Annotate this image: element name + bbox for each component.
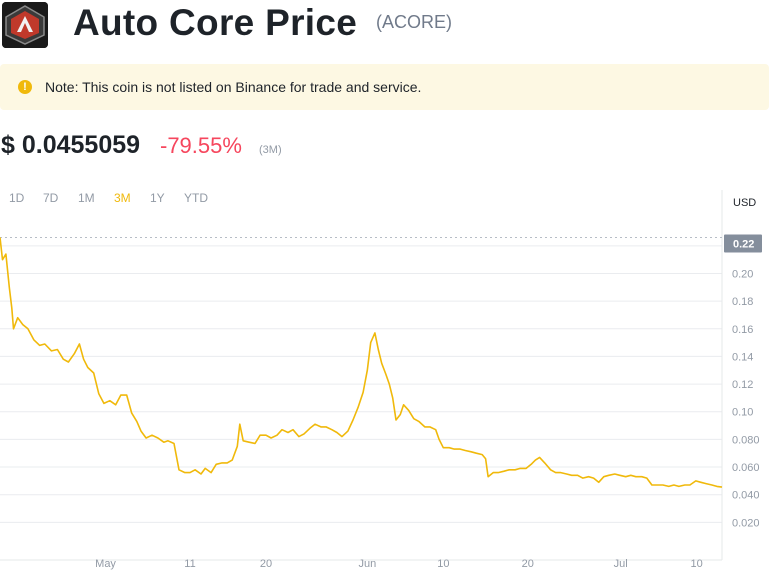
y-tick-label: 0.040 [732, 490, 760, 502]
y-tick-label: 0.16 [732, 324, 753, 336]
page-title: Auto Core Price [73, 2, 358, 43]
header: Auto Core Price (ACORE) [0, 0, 783, 50]
tab-1m[interactable]: 1M [78, 191, 95, 205]
x-tick-label: May [95, 558, 116, 570]
tab-1y[interactable]: 1Y [150, 191, 165, 205]
axis-layer: 0.020 0.040 0.060 0.080 0.10 0.12 0.14 0.16 0.18… [0, 190, 762, 570]
y-tick-label: 0.14 [732, 351, 753, 363]
grid-layer [0, 245, 722, 523]
y-tick-label: 0.18 [732, 296, 753, 308]
x-tick-label: 11 [184, 558, 195, 570]
y-tick-label: 0.020 [732, 517, 760, 529]
current-price: $ 0.0455059 [1, 131, 141, 159]
tab-7d[interactable]: 7D [43, 191, 59, 205]
note-banner: ! Note: This coin is not listed on Binan… [0, 64, 769, 110]
current-value-badge [724, 234, 762, 253]
exclamation-icon: ! [18, 80, 32, 94]
coin-ticker: (ACORE) [376, 12, 452, 32]
price-change: -79.55% [160, 133, 242, 158]
y-tick-label: 0.060 [732, 462, 760, 474]
coin-logo-icon [2, 2, 48, 48]
x-tick-label: 20 [522, 558, 534, 570]
x-tick-label: 10 [691, 558, 703, 570]
y-tick-label: 0.20 [732, 268, 753, 280]
note-text: Note: This coin is not listed on Binance… [45, 79, 422, 95]
price-line [0, 237, 723, 488]
current-value-label: 0.22 [733, 239, 754, 251]
tab-ytd[interactable]: YTD [184, 191, 208, 205]
x-tick-label: Jun [358, 558, 376, 570]
price-chart-svg: 0.020 0.040 0.060 0.080 0.10 0.12 0.14 0.16 0.18… [0, 190, 762, 570]
tab-3m[interactable]: 3M [114, 191, 131, 205]
line-layer [0, 237, 723, 488]
price-chart[interactable]: 0.020 0.040 0.060 0.080 0.10 0.12 0.14 0.16 0.18… [0, 190, 783, 575]
x-tick-label: 20 [260, 558, 272, 570]
change-period: (3M) [259, 144, 282, 156]
currency-label: USD [733, 197, 756, 209]
x-tick-label: 10 [437, 558, 449, 570]
tab-1d[interactable]: 1D [9, 191, 25, 205]
x-tick-label: Jul [614, 558, 628, 570]
y-tick-label: 0.080 [732, 434, 760, 446]
y-tick-label: 0.12 [732, 379, 753, 391]
y-tick-label: 0.10 [732, 407, 753, 419]
